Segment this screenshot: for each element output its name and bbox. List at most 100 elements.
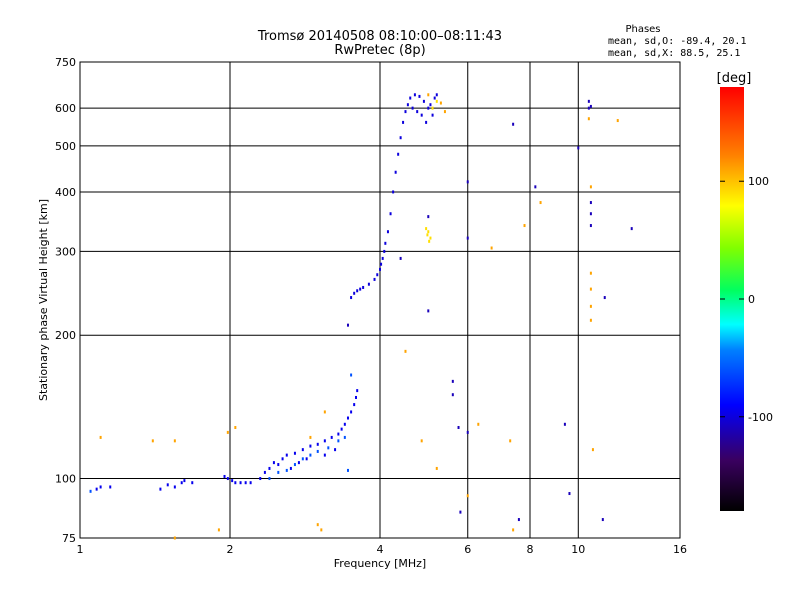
data-point (587, 117, 590, 121)
data-point (591, 448, 594, 452)
data-point (420, 439, 423, 443)
data-point (353, 403, 356, 407)
data-point (337, 439, 340, 443)
y-tick-label: 500 (55, 140, 76, 153)
data-point (301, 457, 304, 461)
data-point (173, 439, 176, 443)
data-point (429, 103, 432, 107)
data-point (173, 485, 176, 489)
data-point (350, 410, 353, 414)
data-point (289, 466, 292, 470)
data-point (435, 466, 438, 470)
data-point (457, 425, 460, 429)
data-point (223, 474, 226, 478)
data-point (309, 453, 312, 457)
data-point (323, 410, 326, 414)
x-tick-label: 2 (227, 543, 234, 556)
colorbar-label: [deg] (717, 71, 752, 86)
chart-title: Tromsø 20140508 08:10:00–08:11:43 (257, 29, 502, 44)
data-point (443, 110, 446, 114)
data-point (173, 536, 176, 540)
data-point (428, 239, 431, 243)
data-point (281, 457, 284, 461)
data-point (616, 119, 619, 123)
data-point (285, 468, 288, 472)
data-point (451, 393, 454, 397)
data-point (512, 122, 515, 126)
data-point (490, 246, 493, 250)
data-point (327, 446, 330, 450)
y-tick-label: 300 (55, 245, 76, 258)
data-point (323, 439, 326, 443)
data-point (359, 287, 362, 291)
y-tick-label: 100 (55, 473, 76, 486)
data-point (601, 518, 604, 522)
data-point (517, 518, 520, 522)
data-point (95, 487, 98, 491)
y-axis-ticks: 75 100 200 300 400 500 600 750 (55, 56, 76, 545)
data-point (346, 323, 349, 327)
data-point (539, 201, 542, 205)
colorbar-tick-label: 0 (748, 293, 755, 306)
data-point (439, 101, 442, 105)
data-point (99, 485, 102, 489)
data-point (589, 104, 592, 108)
data-point (587, 99, 590, 103)
data-point (277, 470, 280, 474)
data-point (268, 466, 271, 470)
data-point (512, 528, 515, 532)
data-point (285, 453, 288, 457)
data-point (413, 93, 416, 97)
colorbar-ticks: 100 0 -100 (720, 175, 773, 424)
data-point (343, 422, 346, 426)
data-point (589, 224, 592, 228)
data-point (477, 422, 480, 426)
data-point (425, 227, 428, 231)
data-point (226, 477, 229, 481)
data-point (431, 113, 434, 117)
data-point (427, 230, 430, 234)
data-point (394, 170, 397, 174)
data-point (356, 289, 359, 293)
data-point (159, 487, 162, 491)
data-point (379, 267, 381, 271)
data-point (427, 93, 430, 97)
data-point (433, 96, 436, 100)
data-point (577, 146, 580, 150)
data-point (297, 461, 300, 465)
data-point (386, 230, 389, 234)
data-point (234, 425, 237, 429)
data-point (422, 99, 425, 103)
data-point (217, 528, 220, 532)
data-point (426, 233, 429, 237)
data-point (353, 291, 356, 295)
data-point (305, 457, 308, 461)
data-point (226, 430, 229, 434)
y-tick-label: 75 (62, 532, 76, 545)
data-point (272, 461, 275, 465)
x-tick-label: 1 (77, 543, 84, 556)
data-point (337, 432, 340, 436)
y-tick-label: 600 (55, 102, 76, 115)
data-point (384, 241, 387, 245)
data-point (346, 416, 349, 420)
data-point (523, 224, 526, 228)
data-point (301, 448, 304, 452)
data-point (99, 435, 102, 439)
data-point (589, 271, 592, 275)
data-point (334, 448, 337, 452)
data-point (589, 212, 592, 216)
data-point (402, 120, 405, 124)
data-point (435, 99, 438, 103)
data-point (277, 463, 280, 467)
x-axis-ticks: 1 2 4 6 8 10 16 (77, 543, 688, 556)
data-point (356, 389, 359, 393)
y-tick-label: 400 (55, 186, 76, 199)
data-point (330, 435, 333, 439)
data-point (367, 282, 370, 286)
x-tick-label: 16 (673, 543, 687, 556)
data-point (231, 479, 234, 483)
data-point (409, 96, 412, 100)
data-point (350, 373, 353, 377)
